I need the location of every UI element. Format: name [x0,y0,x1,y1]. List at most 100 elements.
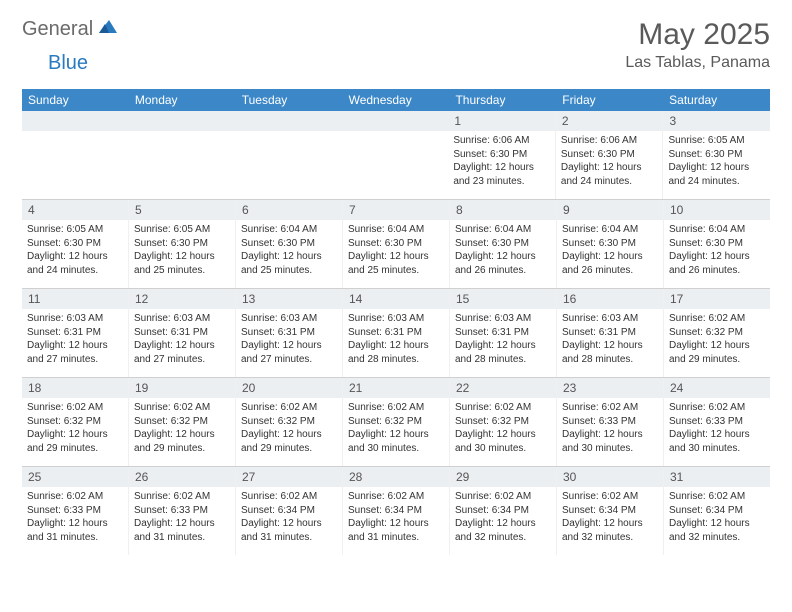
day-number: 15 [450,289,556,309]
sunset-line: Sunset: 6:32 PM [455,415,551,429]
daylight-line: Daylight: 12 hours and 24 minutes. [668,161,765,188]
sunset-line: Sunset: 6:30 PM [453,148,550,162]
empty-day-cell [342,111,449,199]
day-details: Sunrise: 6:02 AMSunset: 6:32 PMDaylight:… [450,398,556,460]
daylight-line: Daylight: 12 hours and 31 minutes. [134,517,230,544]
day-number: 4 [22,200,128,220]
day-details: Sunrise: 6:04 AMSunset: 6:30 PMDaylight:… [450,220,556,282]
sunset-line: Sunset: 6:30 PM [134,237,230,251]
daylight-line: Daylight: 12 hours and 30 minutes. [669,428,765,455]
sunset-line: Sunset: 6:30 PM [348,237,444,251]
day-number: 21 [343,378,449,398]
sunset-line: Sunset: 6:34 PM [348,504,444,518]
daylight-line: Daylight: 12 hours and 31 minutes. [241,517,337,544]
empty-day-cell [235,111,342,199]
day-details: Sunrise: 6:02 AMSunset: 6:34 PMDaylight:… [664,487,770,549]
day-details: Sunrise: 6:05 AMSunset: 6:30 PMDaylight:… [663,131,770,193]
day-details: Sunrise: 6:03 AMSunset: 6:31 PMDaylight:… [450,309,556,371]
day-details: Sunrise: 6:02 AMSunset: 6:33 PMDaylight:… [22,487,128,549]
daylight-line: Daylight: 12 hours and 25 minutes. [134,250,230,277]
day-cell: 11Sunrise: 6:03 AMSunset: 6:31 PMDayligh… [22,289,129,377]
sunrise-line: Sunrise: 6:02 AM [241,490,337,504]
weekday-header: Sunday [22,89,129,111]
day-details: Sunrise: 6:03 AMSunset: 6:31 PMDaylight:… [343,309,449,371]
day-details: Sunrise: 6:06 AMSunset: 6:30 PMDaylight:… [448,131,555,193]
day-number: 20 [236,378,342,398]
day-cell: 10Sunrise: 6:04 AMSunset: 6:30 PMDayligh… [664,200,770,288]
sunrise-line: Sunrise: 6:03 AM [348,312,444,326]
day-number: 1 [448,111,555,131]
sunrise-line: Sunrise: 6:02 AM [562,401,658,415]
day-cell: 23Sunrise: 6:02 AMSunset: 6:33 PMDayligh… [557,378,664,466]
day-number: 5 [129,200,235,220]
day-number: 27 [236,467,342,487]
sunset-line: Sunset: 6:30 PM [241,237,337,251]
daylight-line: Daylight: 12 hours and 30 minutes. [455,428,551,455]
sunset-line: Sunset: 6:31 PM [348,326,444,340]
sunset-line: Sunset: 6:32 PM [348,415,444,429]
empty-day-cell [22,111,129,199]
day-cell: 31Sunrise: 6:02 AMSunset: 6:34 PMDayligh… [664,467,770,555]
day-cell: 12Sunrise: 6:03 AMSunset: 6:31 PMDayligh… [129,289,236,377]
day-details: Sunrise: 6:02 AMSunset: 6:32 PMDaylight:… [343,398,449,460]
day-cell: 5Sunrise: 6:05 AMSunset: 6:30 PMDaylight… [129,200,236,288]
day-details: Sunrise: 6:02 AMSunset: 6:32 PMDaylight:… [236,398,342,460]
day-details: Sunrise: 6:02 AMSunset: 6:32 PMDaylight:… [22,398,128,460]
title-block: May 2025 Las Tablas, Panama [625,18,770,72]
sunset-line: Sunset: 6:30 PM [669,237,765,251]
daylight-line: Daylight: 12 hours and 26 minutes. [455,250,551,277]
weekday-header: Wednesday [343,89,450,111]
sunrise-line: Sunrise: 6:04 AM [562,223,658,237]
sunrise-line: Sunrise: 6:02 AM [669,490,765,504]
sunset-line: Sunset: 6:33 PM [669,415,765,429]
sunset-line: Sunset: 6:34 PM [562,504,658,518]
day-details: Sunrise: 6:04 AMSunset: 6:30 PMDaylight:… [343,220,449,282]
logo-text-general: General [22,18,93,41]
sunrise-line: Sunrise: 6:02 AM [348,401,444,415]
sunset-line: Sunset: 6:31 PM [562,326,658,340]
daylight-line: Daylight: 12 hours and 27 minutes. [27,339,123,366]
day-cell: 22Sunrise: 6:02 AMSunset: 6:32 PMDayligh… [450,378,557,466]
day-details: Sunrise: 6:02 AMSunset: 6:34 PMDaylight:… [236,487,342,549]
day-cell: 8Sunrise: 6:04 AMSunset: 6:30 PMDaylight… [450,200,557,288]
sunset-line: Sunset: 6:31 PM [241,326,337,340]
sunset-line: Sunset: 6:30 PM [27,237,123,251]
day-cell: 21Sunrise: 6:02 AMSunset: 6:32 PMDayligh… [343,378,450,466]
logo: General [22,18,123,41]
daylight-line: Daylight: 12 hours and 29 minutes. [134,428,230,455]
day-details: Sunrise: 6:05 AMSunset: 6:30 PMDaylight:… [129,220,235,282]
daylight-line: Daylight: 12 hours and 28 minutes. [562,339,658,366]
day-number: 19 [129,378,235,398]
sunset-line: Sunset: 6:30 PM [562,237,658,251]
sunset-line: Sunset: 6:32 PM [669,326,765,340]
day-cell: 27Sunrise: 6:02 AMSunset: 6:34 PMDayligh… [236,467,343,555]
day-cell: 13Sunrise: 6:03 AMSunset: 6:31 PMDayligh… [236,289,343,377]
day-number: 24 [664,378,770,398]
calendar-page: General May 2025 Las Tablas, Panama Blue… [0,0,792,573]
day-number: 2 [556,111,663,131]
daylight-line: Daylight: 12 hours and 29 minutes. [669,339,765,366]
day-details: Sunrise: 6:03 AMSunset: 6:31 PMDaylight:… [22,309,128,371]
day-number: 11 [22,289,128,309]
day-cell: 18Sunrise: 6:02 AMSunset: 6:32 PMDayligh… [22,378,129,466]
sunrise-line: Sunrise: 6:04 AM [455,223,551,237]
daylight-line: Daylight: 12 hours and 25 minutes. [348,250,444,277]
day-details: Sunrise: 6:04 AMSunset: 6:30 PMDaylight:… [664,220,770,282]
day-cell: 24Sunrise: 6:02 AMSunset: 6:33 PMDayligh… [664,378,770,466]
day-number: 17 [664,289,770,309]
day-cell: 3Sunrise: 6:05 AMSunset: 6:30 PMDaylight… [663,111,770,199]
sunrise-line: Sunrise: 6:06 AM [561,134,658,148]
day-cell: 25Sunrise: 6:02 AMSunset: 6:33 PMDayligh… [22,467,129,555]
daylight-line: Daylight: 12 hours and 25 minutes. [241,250,337,277]
day-cell: 14Sunrise: 6:03 AMSunset: 6:31 PMDayligh… [343,289,450,377]
sunset-line: Sunset: 6:30 PM [561,148,658,162]
day-number: 23 [557,378,663,398]
day-number: 13 [236,289,342,309]
day-cell: 1Sunrise: 6:06 AMSunset: 6:30 PMDaylight… [448,111,556,199]
sunrise-line: Sunrise: 6:04 AM [241,223,337,237]
day-cell: 16Sunrise: 6:03 AMSunset: 6:31 PMDayligh… [557,289,664,377]
sunset-line: Sunset: 6:31 PM [134,326,230,340]
week-row: 18Sunrise: 6:02 AMSunset: 6:32 PMDayligh… [22,377,770,466]
daylight-line: Daylight: 12 hours and 26 minutes. [669,250,765,277]
day-number: 9 [557,200,663,220]
